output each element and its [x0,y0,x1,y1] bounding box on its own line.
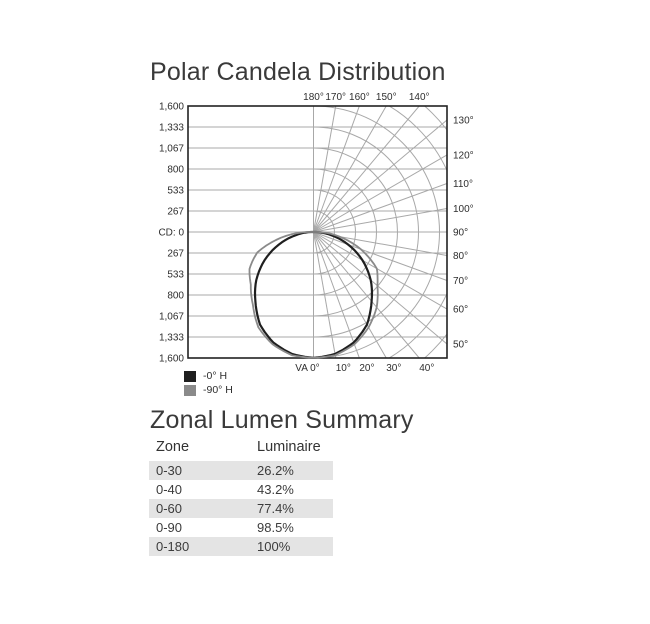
legend-swatch-90h [184,385,196,396]
luminaire-cell: 100% [257,539,291,554]
tick-label: 1,067 [159,312,184,323]
zone-cell: 0-60 [156,501,183,516]
zonal-summary-title: Zonal Lumen Summary [150,406,414,434]
legend-swatch-0h [184,371,196,382]
tick-label: 170° [325,92,346,103]
tick-label: 50° [453,340,468,351]
polar-legend: -0° H -90° H [184,370,233,398]
zone-cell: 0-90 [156,520,183,535]
tick-label: 30° [386,363,401,374]
table-row: 0-60 77.4% [149,499,333,518]
tick-label: 267 [167,207,184,218]
tick-label: 1,600 [159,102,184,113]
zonal-lumen-table: Zone Luminaire 0-30 26.2% 0-40 43.2% 0-60 77.… [149,437,333,556]
tick-label: 110° [453,179,473,190]
tick-label: 80° [453,251,468,262]
tick-label: 20° [359,363,374,374]
legend-item-90h: -90° H [184,384,233,397]
legend-item-0h: -0° H [184,370,233,383]
zone-cell: 0-40 [156,482,183,497]
tick-label: 800 [167,291,184,302]
tick-label: 40° [419,363,434,374]
zone-cell: 0-180 [156,539,190,554]
tick-label: 1,333 [159,333,184,344]
tick-label: 267 [167,249,184,260]
tick-label: VA 0° [295,363,319,374]
tick-label: 1,600 [159,354,184,365]
tick-label: CD: 0 [158,228,184,239]
zone-column-header: Zone [156,439,190,455]
tick-label: 90° [453,228,468,239]
luminaire-cell: 43.2% [257,482,294,497]
tick-label: 180° [303,92,324,103]
zone-cell: 0-30 [156,463,183,478]
table-header-row: Zone Luminaire [149,437,333,461]
tick-label: 160° [349,92,370,103]
table-row: 0-180 100% [149,537,333,556]
tick-label: 140° [409,92,430,103]
table-row: 0-30 26.2% [149,461,333,480]
tick-label: 10° [336,363,351,374]
tick-label: 800 [167,165,184,176]
polar-chart-title: Polar Candela Distribution [150,58,446,86]
tick-label: 100° [453,204,474,215]
luminaire-cell: 77.4% [257,501,294,516]
luminaire-cell: 98.5% [257,520,294,535]
tick-label: 70° [453,276,468,287]
table-row: 0-90 98.5% [149,518,333,537]
tick-label: 1,067 [159,144,184,155]
polar-chart: 1,600 1,333 1,067 800 533 267 CD: 0 267 533 800 1,… [158,92,473,374]
legend-label-0h: -0° H [203,370,228,382]
polar-rays [313,106,447,358]
tick-label: 130° [453,115,474,126]
table-row: 0-40 43.2% [149,480,333,499]
tick-label: 150° [376,92,397,103]
axis-labels: 1,600 1,333 1,067 800 533 267 CD: 0 267 533 800 1,… [158,92,473,374]
legend-label-90h: -90° H [203,384,233,396]
tick-label: 1,333 [159,123,184,134]
distribution-curves [248,230,379,359]
tick-label: 60° [453,305,468,316]
curve-90hh [248,231,379,359]
luminaire-cell: 26.2% [257,463,294,478]
luminaire-column-header: Luminaire [257,439,321,455]
tick-label: 533 [167,186,184,197]
tick-label: 533 [167,270,184,281]
tick-label: 120° [453,150,474,161]
